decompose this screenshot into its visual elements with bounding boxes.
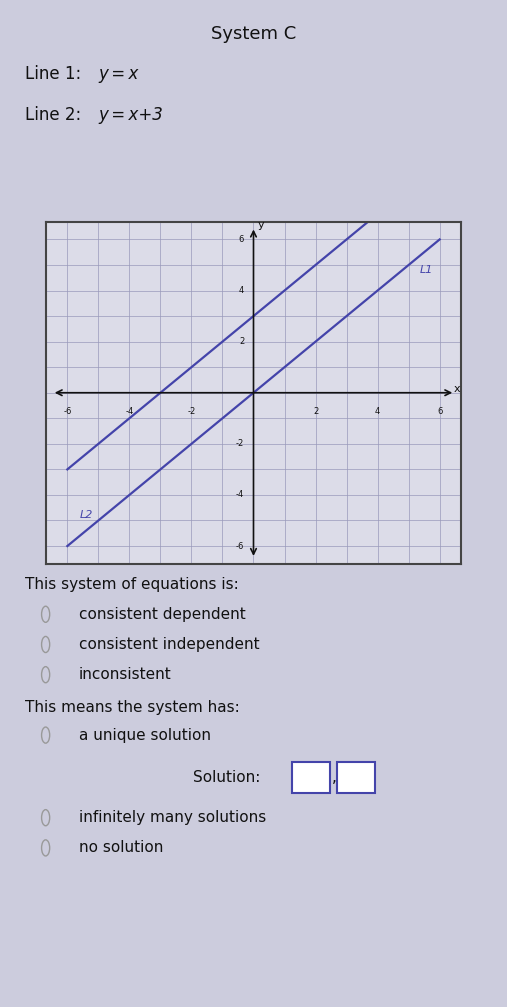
Text: 4: 4 bbox=[375, 407, 380, 416]
Text: a unique solution: a unique solution bbox=[79, 728, 210, 742]
Text: -6: -6 bbox=[63, 407, 71, 416]
Text: consistent independent: consistent independent bbox=[79, 637, 259, 652]
Text: y: y bbox=[258, 221, 265, 231]
Text: -2: -2 bbox=[187, 407, 196, 416]
Text: L1: L1 bbox=[420, 265, 433, 275]
Text: x: x bbox=[453, 384, 460, 394]
Text: y = x: y = x bbox=[99, 65, 139, 84]
Text: |: | bbox=[340, 771, 344, 783]
Text: consistent dependent: consistent dependent bbox=[79, 607, 245, 621]
Text: y = x+3: y = x+3 bbox=[99, 106, 164, 124]
Text: 6: 6 bbox=[239, 235, 244, 244]
Text: 6: 6 bbox=[437, 407, 442, 416]
Text: ,: , bbox=[332, 770, 337, 784]
Text: Solution:: Solution: bbox=[193, 770, 260, 784]
Text: This means the system has:: This means the system has: bbox=[25, 700, 240, 715]
Text: System C: System C bbox=[211, 25, 296, 43]
Text: -6: -6 bbox=[236, 542, 244, 551]
Text: inconsistent: inconsistent bbox=[79, 668, 171, 682]
Text: Line 1:: Line 1: bbox=[25, 65, 87, 84]
Text: |: | bbox=[294, 771, 298, 783]
Text: Line 2:: Line 2: bbox=[25, 106, 87, 124]
Text: L2: L2 bbox=[80, 511, 93, 521]
Text: -4: -4 bbox=[125, 407, 133, 416]
Text: -4: -4 bbox=[236, 490, 244, 499]
Text: 2: 2 bbox=[313, 407, 318, 416]
Text: 4: 4 bbox=[239, 286, 244, 295]
Text: infinitely many solutions: infinitely many solutions bbox=[79, 811, 266, 825]
Text: This system of equations is:: This system of equations is: bbox=[25, 577, 239, 592]
Text: -2: -2 bbox=[236, 439, 244, 448]
Text: 2: 2 bbox=[239, 337, 244, 346]
Text: no solution: no solution bbox=[79, 841, 163, 855]
